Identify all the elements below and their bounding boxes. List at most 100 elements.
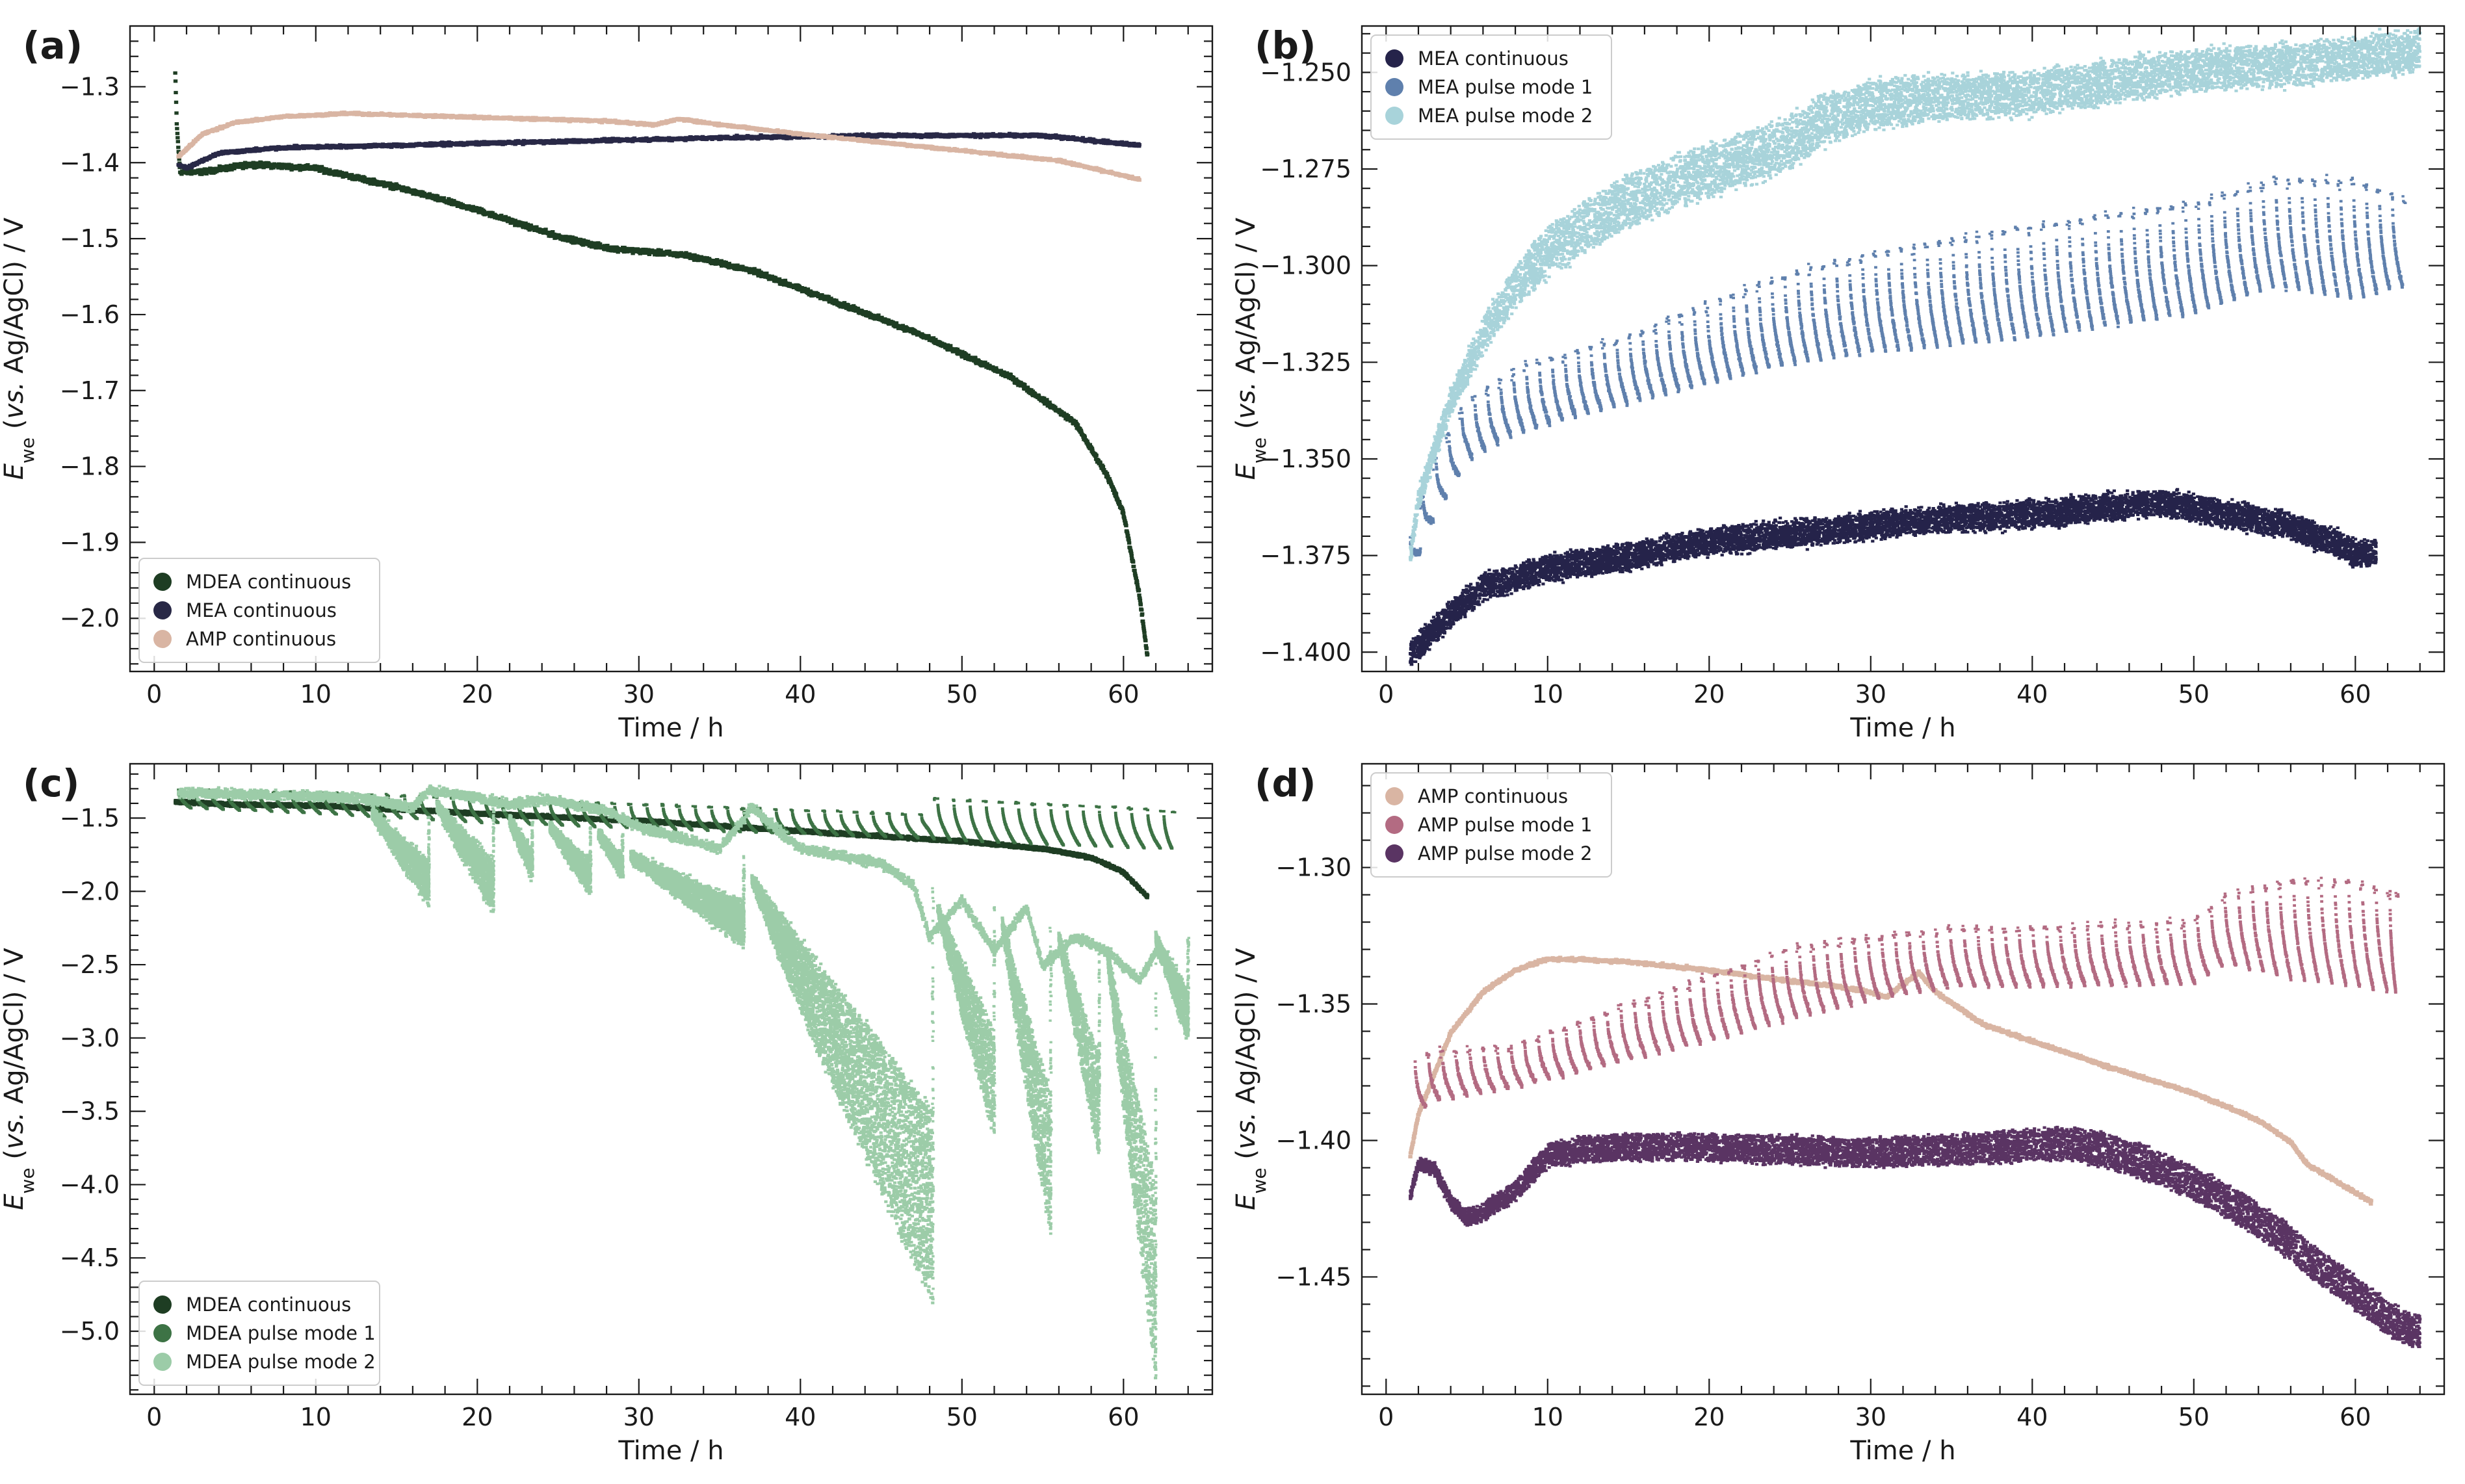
chart-panel-3: 0 10 20 30 40 50 60 −1.5 −2.0 −2.5 −3.0 −3.5 −4.0 −4.… (0, 761, 1214, 1466)
legend: MDEA continuous MEA continuous AMP continu… (138, 558, 380, 663)
legend-entry: MDEA continuous (186, 571, 351, 593)
x-tick-label: 0 (146, 680, 162, 709)
panel-label: (c) (23, 761, 79, 805)
series-points (1409, 27, 2422, 562)
y-tick-label: −1.5 (60, 224, 120, 253)
series-points (174, 798, 1150, 900)
y-tick-label: −1.7 (60, 376, 120, 405)
legend-box (138, 1281, 380, 1386)
series-amp-pulse-mode-2 (1409, 1125, 2422, 1349)
y-tick-label: −1.6 (60, 300, 120, 329)
legend: MEA continuous MEA pulse mode 1 MEA pulse … (1370, 34, 1612, 140)
y-tick-label: −1.250 (1260, 58, 1351, 86)
legend-entry: MDEA pulse mode 2 (186, 1351, 376, 1373)
y-axis-label: Ewe (vs. Ag/AgCl) / V (0, 948, 38, 1210)
x-tick-label: 20 (462, 1403, 493, 1431)
legend-entry: AMP pulse mode 1 (1418, 814, 1593, 836)
x-axis-label: Time / h (1849, 1436, 1955, 1466)
y-tick-label: −2.0 (60, 877, 120, 905)
x-tick-label: 50 (2178, 680, 2210, 709)
legend-entry: MEA pulse mode 2 (1418, 105, 1593, 127)
legend-box (1370, 772, 1612, 878)
y-tick-label: −1.8 (60, 452, 120, 481)
y-tick-label: −2.0 (60, 604, 120, 632)
x-tick-label: 10 (1532, 680, 1563, 709)
legend-marker (1385, 49, 1403, 68)
legend-entry: AMP continuous (1418, 785, 1568, 807)
series-points (1409, 1125, 2422, 1349)
legend-entry: MDEA continuous (186, 1294, 351, 1316)
x-tick-label: 0 (1378, 1403, 1394, 1431)
plot-area (174, 784, 1190, 1379)
series-mea-continuous (1409, 488, 2378, 666)
y-tick-label: −1.9 (60, 528, 120, 556)
legend-box (138, 558, 380, 663)
y-tick-label: −1.400 (1260, 638, 1351, 666)
y-tick-label: −1.35 (1276, 990, 1351, 1019)
y-tick-label: −1.5 (60, 803, 120, 832)
legend-marker (153, 573, 172, 591)
x-tick-label: 30 (623, 680, 655, 709)
y-tick-label: −4.5 (60, 1243, 120, 1272)
y-axis-label: Ewe (vs. Ag/AgCl) / V (1231, 217, 1270, 480)
series-amp-continuous (1408, 956, 2373, 1206)
x-tick-label: 40 (2016, 1403, 2048, 1431)
x-tick-label: 40 (785, 680, 816, 709)
legend-entry: AMP pulse mode 2 (1418, 842, 1593, 865)
legend: AMP continuous AMP pulse mode 1 AMP pulse … (1370, 772, 1612, 878)
series-points (176, 111, 1141, 182)
y-tick-label: −1.350 (1260, 445, 1351, 473)
chart-panel-2: 0 10 20 30 40 50 60 −1.250 −1.275 −1.300 −1.325 −1.… (1231, 23, 2445, 743)
legend-marker (153, 1353, 172, 1371)
x-tick-label: 50 (946, 1403, 978, 1431)
legend-entry: AMP continuous (186, 628, 336, 650)
legend-marker (1385, 787, 1403, 805)
series-points (1408, 956, 2373, 1206)
series-amp-continuous (176, 111, 1141, 182)
x-tick-label: 60 (1108, 680, 1139, 709)
x-tick-label: 10 (300, 1403, 332, 1431)
x-tick-label: 20 (1693, 680, 1725, 709)
y-tick-label: −1.300 (1260, 252, 1351, 280)
panel-label: (b) (1255, 23, 1316, 68)
legend-marker (1385, 107, 1403, 125)
legend-box (1370, 34, 1612, 140)
y-tick-label: −5.0 (60, 1317, 120, 1346)
series-points (1409, 488, 2378, 666)
x-axis-label: Time / h (1849, 713, 1955, 743)
plot-area (1408, 876, 2422, 1349)
series-mea-pulse-mode-2 (1409, 27, 2422, 562)
series-points (177, 784, 1190, 1379)
y-tick-label: −3.0 (60, 1024, 120, 1052)
x-tick-label: 50 (2178, 1403, 2210, 1431)
legend-marker (153, 630, 172, 648)
y-tick-label: −1.375 (1260, 541, 1351, 570)
legend: MDEA continuous MDEA pulse mode 1 MDEA pul… (138, 1281, 380, 1386)
plot-area (1409, 27, 2422, 666)
y-tick-label: −3.5 (60, 1097, 120, 1126)
chart-panel-4: 0 10 20 30 40 50 60 −1.30 −1.35 −1.40 −1.45 Time / … (1231, 761, 2445, 1466)
x-tick-label: 30 (1855, 1403, 1886, 1431)
plot-area (173, 71, 1150, 657)
series-mea-continuous (176, 131, 1141, 171)
legend-marker (1385, 816, 1403, 834)
series-points (1413, 876, 2400, 1109)
y-axis-label: Ewe (vs. Ag/AgCl) / V (0, 217, 38, 480)
y-tick-label: −1.4 (60, 148, 120, 177)
legend-marker (1385, 78, 1403, 96)
y-axis-label: Ewe (vs. Ag/AgCl) / V (1231, 948, 1270, 1210)
legend-entry: MEA pulse mode 1 (1418, 76, 1593, 98)
x-tick-label: 0 (1378, 680, 1394, 709)
series-points (176, 131, 1141, 171)
y-tick-label: −4.0 (60, 1170, 120, 1199)
x-tick-label: 60 (2340, 1403, 2371, 1431)
x-tick-label: 20 (462, 680, 493, 709)
x-tick-label: 40 (785, 1403, 816, 1431)
series-amp-pulse-mode-1 (1413, 876, 2400, 1109)
legend-entry: MEA continuous (186, 599, 337, 621)
legend-entry: MEA continuous (1418, 47, 1569, 70)
series-mdea-continuous (174, 798, 1150, 900)
x-tick-label: 60 (2340, 680, 2371, 709)
x-tick-label: 30 (1855, 680, 1886, 709)
